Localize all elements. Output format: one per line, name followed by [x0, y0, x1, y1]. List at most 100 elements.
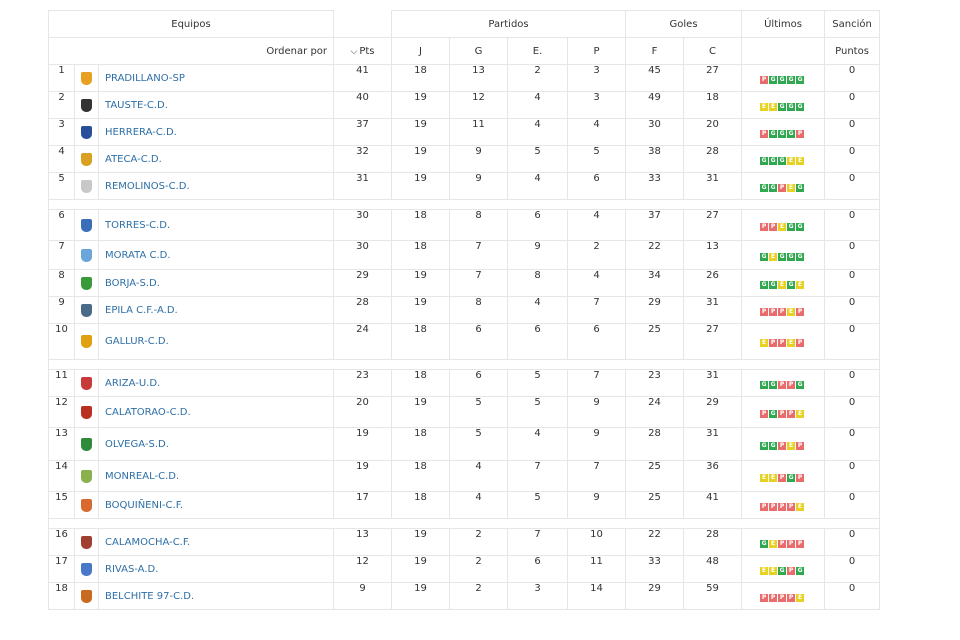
result-badge: P [787, 593, 796, 602]
team-link[interactable]: BOQUIÑENI-C.F. [105, 499, 184, 511]
team-f: 33 [625, 555, 685, 583]
team-p: 4 [567, 118, 627, 146]
team-c: 48 [683, 555, 743, 583]
result-badge: E [778, 280, 787, 289]
table-row: 6 TORRES-C.D. 30 18 8 6 4 37 27 P P E G G 0 [48, 209, 881, 241]
result-badge: E [796, 156, 805, 165]
result-badge: E [769, 473, 778, 482]
team-link[interactable]: TAUSTE-C.D. [105, 99, 168, 111]
result-badge: G [769, 409, 778, 418]
team-e: 9 [507, 240, 569, 270]
result-badge: G [769, 129, 778, 138]
result-badge: P [778, 502, 787, 511]
team-crest-icon [81, 248, 92, 262]
team-link[interactable]: EPILA C.F.-A.D. [105, 304, 178, 316]
result-badge: P [769, 222, 778, 231]
team-link[interactable]: CALATORAO-C.D. [105, 406, 191, 418]
team-sancion: 0 [824, 64, 881, 92]
table-row: 3 HERRERA-C.D. 37 19 11 4 4 30 20 P G G G P 0 [48, 118, 881, 146]
team-c: 18 [683, 91, 743, 119]
team-p: 4 [567, 269, 627, 297]
team-link[interactable]: REMOLINOS-C.D. [105, 180, 190, 192]
team-link[interactable]: GALLUR-C.D. [105, 336, 169, 347]
result-badge: E [760, 473, 769, 482]
team-position: 9 [48, 296, 75, 324]
team-g: 2 [449, 582, 509, 610]
team-sancion: 0 [824, 555, 881, 583]
result-badge: P [760, 222, 769, 231]
team-c: 27 [683, 64, 743, 92]
team-j: 19 [391, 555, 451, 583]
result-badge: P [787, 502, 796, 511]
team-j: 18 [391, 64, 451, 92]
result-badge: G [778, 566, 787, 575]
team-e: 5 [507, 396, 569, 428]
team-position: 4 [48, 145, 75, 173]
team-p: 7 [567, 460, 627, 492]
team-link[interactable]: RIVAS-A.D. [105, 563, 159, 575]
team-g: 5 [449, 396, 509, 428]
team-link[interactable]: CALAMOCHA-C.F. [105, 536, 191, 548]
team-c: 20 [683, 118, 743, 146]
team-j: 19 [391, 118, 451, 146]
team-j: 18 [391, 491, 451, 519]
result-badge: G [760, 183, 769, 192]
team-c: 31 [683, 172, 743, 200]
team-g: 9 [449, 145, 509, 173]
team-j: 18 [391, 323, 451, 360]
team-pts: 40 [333, 91, 393, 119]
result-badge: G [796, 222, 805, 231]
header-g: G [449, 37, 509, 65]
team-c: 59 [683, 582, 743, 610]
team-e: 6 [507, 555, 569, 583]
result-badge: P [760, 502, 769, 511]
result-badge: P [796, 339, 805, 347]
team-link[interactable]: HERRERA-C.D. [105, 126, 177, 138]
team-c: 31 [683, 296, 743, 324]
team-link[interactable]: PRADILLANO-SP [105, 72, 185, 84]
team-link[interactable]: BORJA-S.D. [105, 277, 160, 289]
team-position: 17 [48, 555, 75, 583]
team-f: 25 [625, 460, 685, 492]
result-badge: G [769, 380, 778, 389]
team-j: 18 [391, 369, 451, 397]
team-name-cell: TAUSTE-C.D. [97, 91, 335, 119]
team-g: 2 [449, 555, 509, 583]
team-link[interactable]: OLVEGA-S.D. [105, 438, 169, 450]
team-crest-icon [81, 498, 92, 512]
team-link[interactable]: ARIZA-U.D. [105, 377, 161, 389]
result-badge: G [760, 441, 769, 450]
team-link[interactable]: MONREAL-C.D. [105, 470, 180, 482]
team-f: 29 [625, 582, 685, 610]
team-e: 7 [507, 528, 569, 556]
team-sancion: 0 [824, 269, 881, 297]
team-crest-cell [74, 460, 99, 492]
team-sancion: 0 [824, 582, 881, 610]
result-badge: E [760, 566, 769, 575]
team-name-cell: REMOLINOS-C.D. [97, 172, 335, 200]
table-row: 9 EPILA C.F.-A.D. 28 19 8 4 7 29 31 P P P E P 0 [48, 296, 881, 324]
team-sancion: 0 [824, 369, 881, 397]
team-pts: 23 [333, 369, 393, 397]
team-link[interactable]: ATECA-C.D. [105, 153, 162, 165]
team-pts: 28 [333, 296, 393, 324]
team-f: 25 [625, 323, 685, 360]
header-sancion: Sanción [824, 10, 881, 38]
result-badge: P [760, 409, 769, 418]
team-link[interactable]: BELCHITE 97-C.D. [105, 590, 195, 602]
table-row: 4 ATECA-C.D. 32 19 9 5 5 38 28 G G G E E 0 [48, 145, 881, 173]
team-p: 11 [567, 555, 627, 583]
team-j: 18 [391, 460, 451, 492]
team-link[interactable]: TORRES-C.D. [105, 219, 171, 231]
result-badge: P [796, 441, 805, 450]
team-j: 19 [391, 91, 451, 119]
sort-pts-button[interactable]: ⌵ Pts [333, 37, 393, 65]
table-row: 11 ARIZA-U.D. 23 18 6 5 7 23 31 G G P P G 0 [48, 369, 881, 397]
result-badge: P [787, 539, 796, 548]
team-link[interactable]: MORATA C.D. [105, 249, 171, 261]
team-p: 2 [567, 240, 627, 270]
result-badge: G [778, 252, 787, 261]
result-badge: G [760, 539, 769, 548]
